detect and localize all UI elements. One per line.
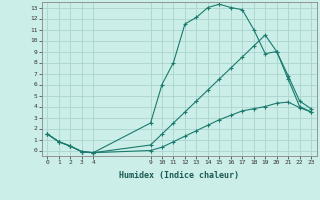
X-axis label: Humidex (Indice chaleur): Humidex (Indice chaleur) <box>119 171 239 180</box>
